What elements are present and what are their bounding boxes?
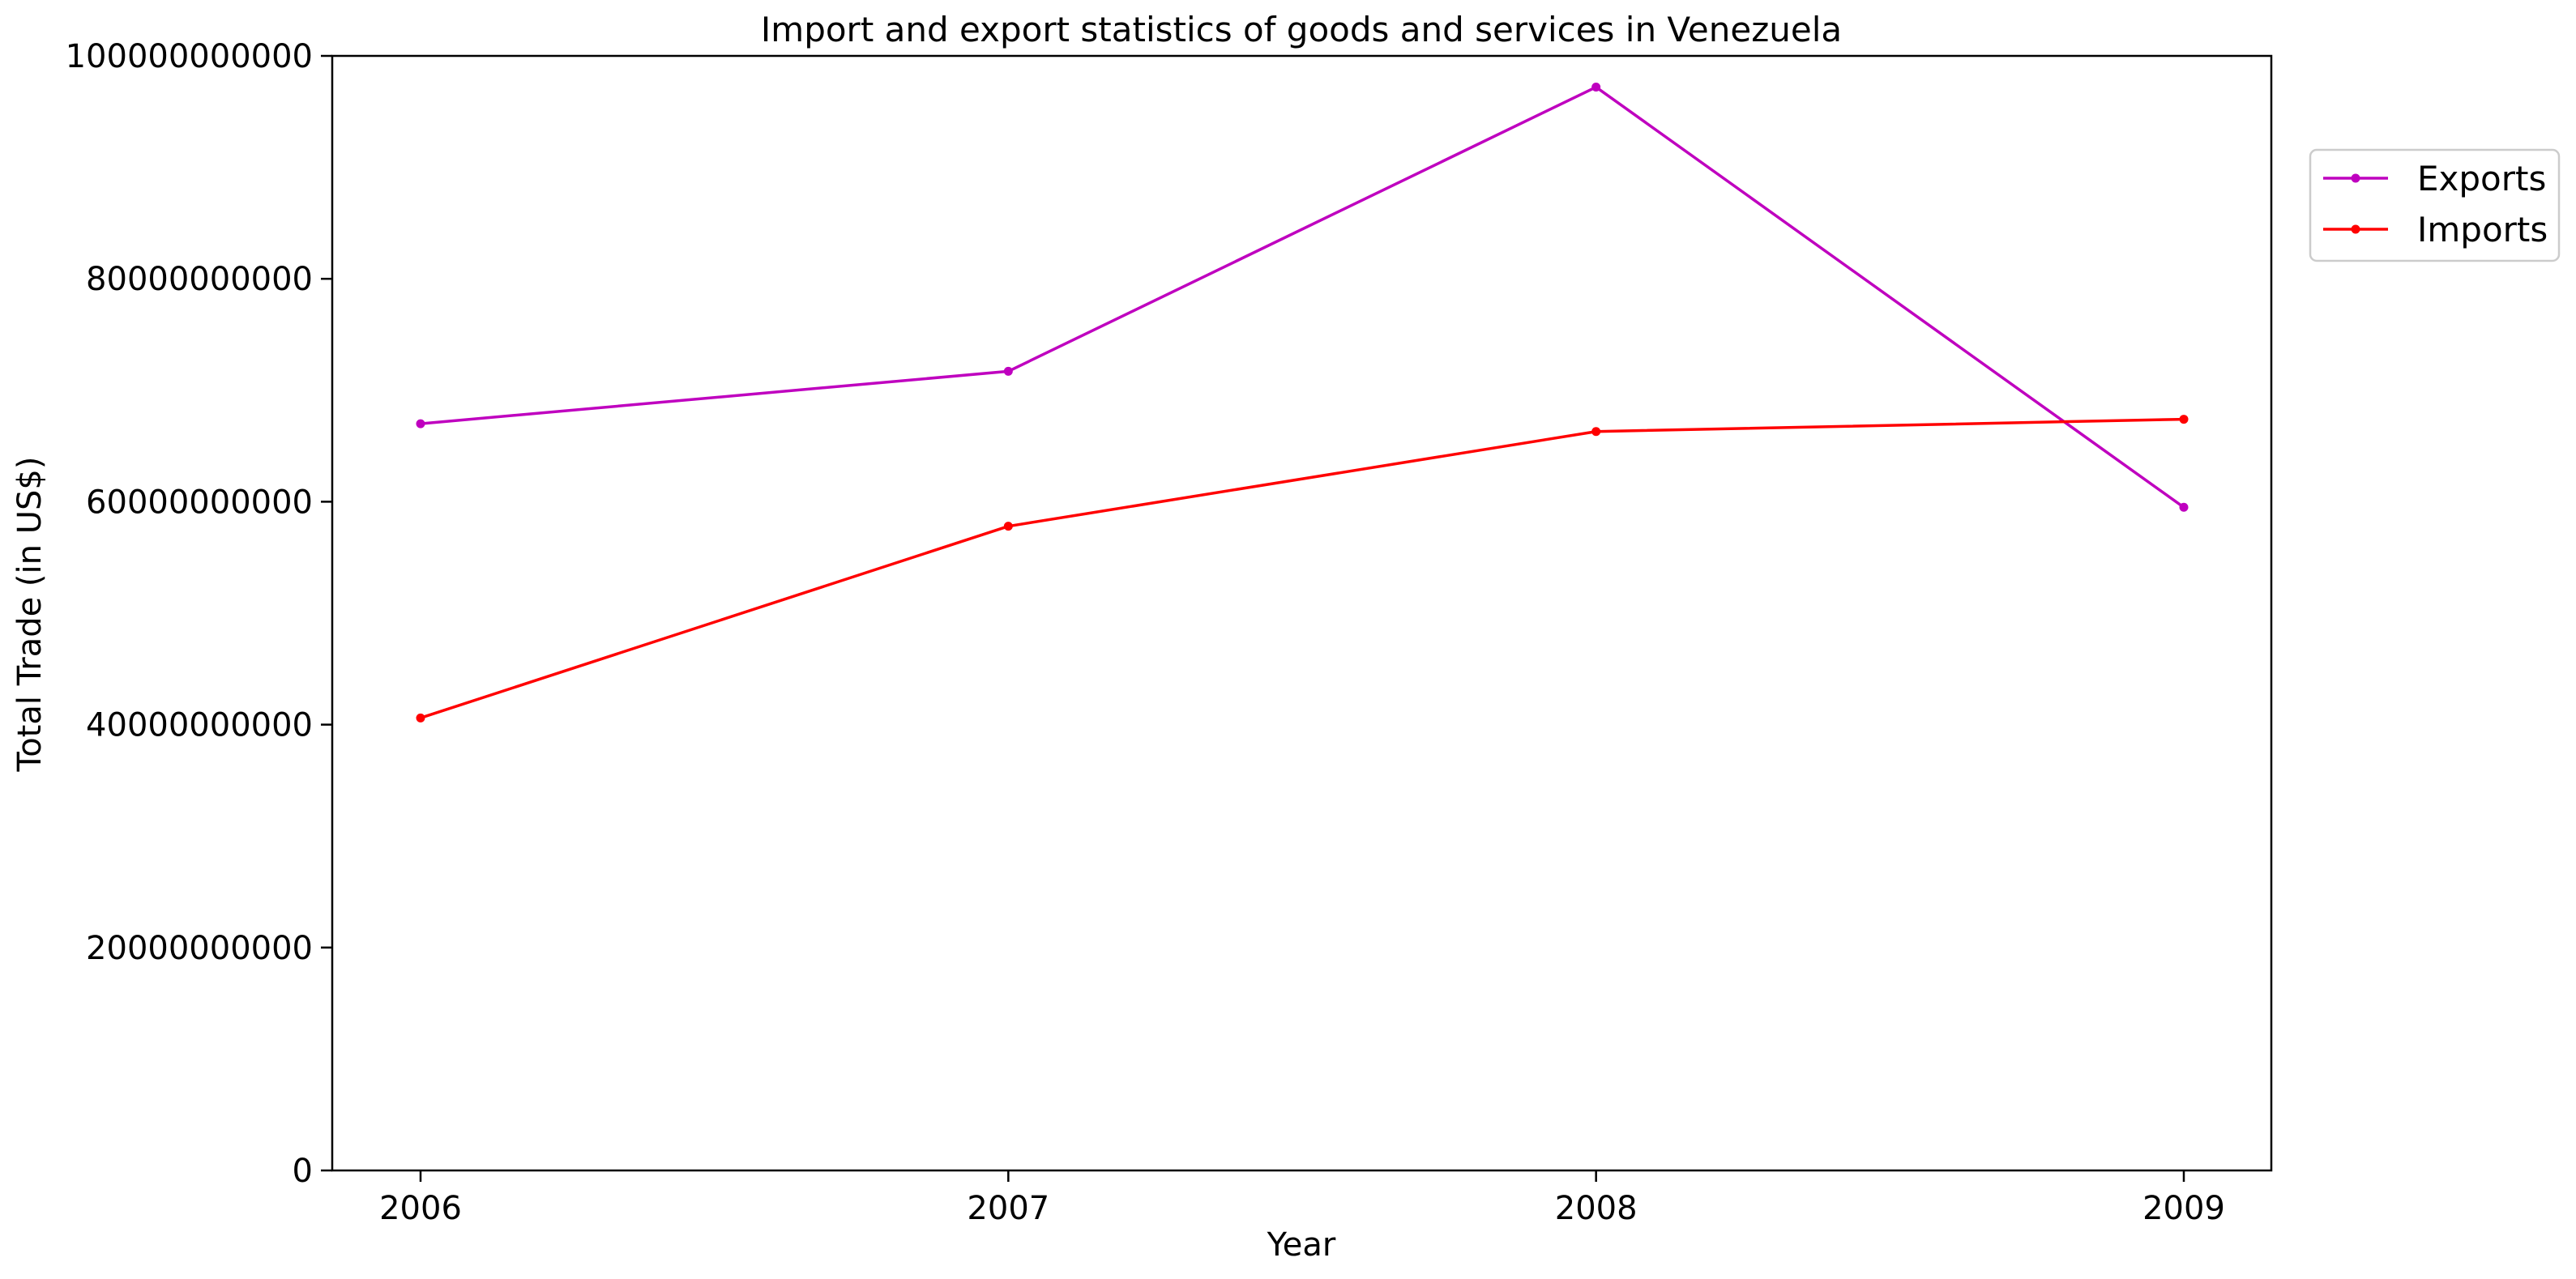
y-axis: 0 20000000000 40000000000 60000000000 800000… — [66, 38, 332, 1190]
data-point-exports — [416, 419, 425, 428]
legend: Exports Imports — [2309, 148, 2561, 262]
y-tick-label: 20000000000 — [86, 930, 313, 967]
series-line-exports — [420, 85, 2185, 509]
legend-marker-imports — [2351, 224, 2360, 234]
y-tick-label: 100000000000 — [66, 38, 313, 75]
y-axis-label: Total Trade (in US$) — [11, 457, 49, 773]
plot-frame — [331, 54, 2273, 1172]
y-tick-label: 80000000000 — [86, 261, 313, 298]
data-point-imports — [416, 713, 425, 723]
y-tick-label: 60000000000 — [86, 484, 313, 521]
x-tick-label: 2006 — [379, 1190, 462, 1227]
legend-label-imports: Imports — [2417, 210, 2548, 249]
data-point-exports — [1003, 366, 1013, 376]
data-point-exports — [1591, 83, 1601, 92]
data-point-imports — [1591, 427, 1601, 437]
chart-title: Import and export statistics of goods an… — [761, 10, 1842, 49]
plot-area — [331, 54, 2273, 1172]
x-tick-label: 2009 — [2142, 1190, 2225, 1227]
data-point-imports — [1003, 522, 1013, 531]
x-tick-label: 2007 — [967, 1190, 1049, 1227]
series-line-imports — [420, 417, 2185, 720]
x-axis-label: Year — [1267, 1226, 1336, 1264]
data-point-imports — [2179, 415, 2189, 424]
legend-label-exports: Exports — [2417, 159, 2546, 198]
series-layer — [416, 83, 2189, 723]
x-tick-label: 2008 — [1555, 1190, 1638, 1227]
x-axis: 2006 2007 2008 2009 — [379, 1170, 2225, 1227]
legend-marker-exports — [2351, 173, 2360, 183]
y-tick-label: 40000000000 — [86, 707, 313, 744]
y-tick-label: 0 — [293, 1153, 313, 1190]
data-point-exports — [2179, 502, 2189, 512]
